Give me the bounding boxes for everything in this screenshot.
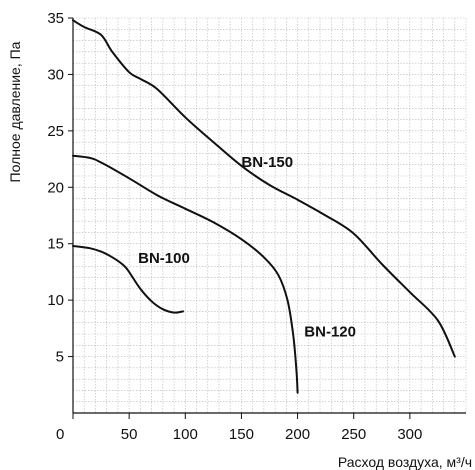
y-tick-label: 20 bbox=[47, 179, 64, 196]
tick-labels: 0 50 100 150 200 250 300 5 10 15 20 25 30 35 bbox=[47, 10, 422, 443]
y-tick-label: 25 bbox=[47, 123, 64, 140]
y-tick-label: 5 bbox=[56, 349, 64, 366]
y-tick-label: 30 bbox=[47, 66, 64, 83]
y-axis-label: Полное давление, Па bbox=[7, 41, 23, 182]
axes bbox=[68, 17, 466, 419]
series-label-bn-100: BN-100 bbox=[138, 250, 190, 267]
x-tick-label: 250 bbox=[341, 426, 366, 443]
series-lines bbox=[72, 19, 456, 394]
x-tick-label: 0 bbox=[56, 426, 64, 443]
y-tick-label: 10 bbox=[47, 292, 64, 309]
series-label-bn-150: BN-150 bbox=[241, 154, 293, 171]
series-line-bn-120 bbox=[72, 154, 299, 394]
x-tick-label: 100 bbox=[173, 426, 198, 443]
series-label-bn-120: BN-120 bbox=[304, 323, 356, 340]
x-tick-label: 150 bbox=[229, 426, 254, 443]
x-axis-label: Расход воздуха, м³/ч bbox=[338, 454, 472, 470]
series-line-bn-100 bbox=[72, 245, 184, 314]
x-tick-label: 200 bbox=[285, 426, 310, 443]
y-tick-label: 15 bbox=[47, 236, 64, 253]
y-tick-label: 35 bbox=[47, 10, 64, 27]
x-tick-label: 300 bbox=[397, 426, 422, 443]
series-labels: BN-100 BN-120 BN-150 bbox=[138, 154, 356, 340]
x-tick-label: 50 bbox=[121, 426, 138, 443]
series-line-bn-150 bbox=[72, 19, 456, 358]
grid bbox=[73, 17, 467, 413]
